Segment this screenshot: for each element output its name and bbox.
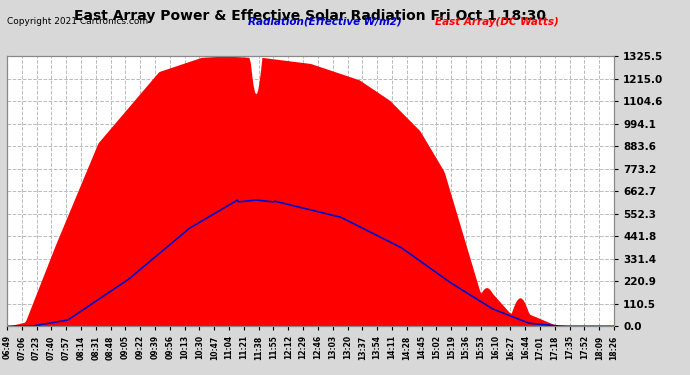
Text: East Array(DC Watts): East Array(DC Watts) (435, 17, 558, 27)
Text: East Array Power & Effective Solar Radiation Fri Oct 1 18:30: East Array Power & Effective Solar Radia… (75, 9, 546, 23)
Text: Radiation(Effective W/m2): Radiation(Effective W/m2) (248, 17, 402, 27)
Text: Copyright 2021 Cartronics.com: Copyright 2021 Cartronics.com (7, 17, 148, 26)
